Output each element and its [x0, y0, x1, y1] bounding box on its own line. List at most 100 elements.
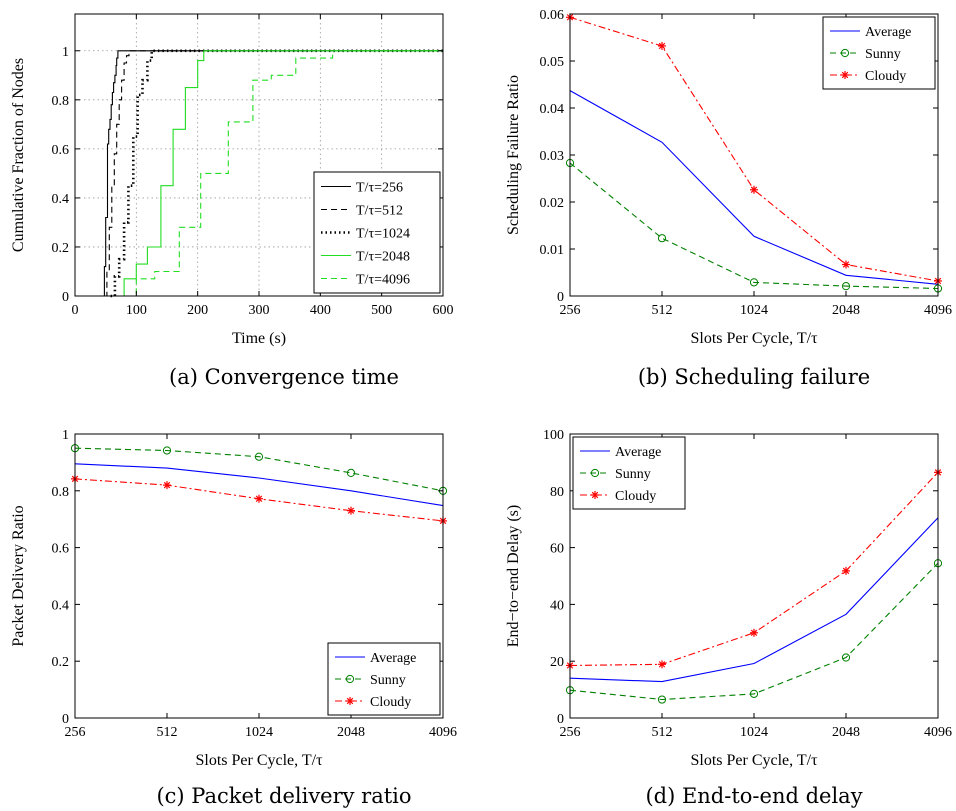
x-axis-title: Slots Per Cycle, T/τ: [195, 752, 323, 769]
series-sunny: [70, 444, 448, 495]
legend-entry: Cloudy: [830, 69, 906, 84]
legend-entry: Cloudy: [335, 695, 411, 710]
x-tick-label: 500: [371, 303, 392, 318]
y-tick-label: 0.04: [540, 102, 565, 117]
legend-entry: T/τ=256: [321, 181, 403, 196]
x-tick-label: 300: [249, 303, 270, 318]
data-point: [841, 282, 851, 291]
y-tick-label: 0: [62, 290, 69, 305]
y-tick-label: 0.01: [540, 243, 565, 258]
x-tick-label: 4096: [924, 725, 952, 740]
legend-entry: T/τ=512: [321, 204, 403, 219]
x-tick-label: 0: [72, 303, 79, 318]
data-point: [841, 653, 851, 662]
series-average: [74, 463, 444, 507]
series-cloudy: [71, 474, 447, 525]
y-tick-label: 0: [557, 712, 564, 727]
legend-box: [313, 171, 441, 294]
legend-entry: Average: [580, 445, 661, 460]
series-t-4096: [117, 50, 443, 297]
panel-convergence-time: 0 0.2 0.4 0.6 0.8 1 0 100 200 300 400 500 600 Time (…: [10, 13, 454, 389]
legend-entry: Sunny: [335, 673, 406, 688]
y-tick-label: 0.06: [540, 8, 565, 23]
x-tick-label: 256: [65, 725, 86, 740]
y-tick-label: 60: [550, 542, 564, 557]
y-tick-label: 0.8: [52, 94, 70, 109]
y-tick-label: 0: [557, 290, 564, 305]
series-line: [105, 50, 443, 297]
y-tick-label: 100: [543, 428, 564, 443]
legend-label: Average: [865, 25, 911, 40]
legend-entry: Sunny: [830, 47, 901, 62]
series-line: [569, 562, 939, 701]
legend-label: Sunny: [615, 467, 651, 482]
legend-entry: T/τ=2048: [321, 250, 410, 265]
series-t-2048: [108, 50, 443, 297]
y-axis-title: End−to−end Delay (s): [505, 505, 522, 647]
legend-label: Sunny: [370, 673, 406, 688]
panel-caption: (d) End-to-end delay: [645, 784, 862, 808]
legend-entry: Cloudy: [580, 489, 656, 504]
series-line: [110, 49, 443, 298]
data-point: [840, 48, 850, 58]
data-point: [590, 468, 600, 478]
panel-caption: (a) Convergence time: [169, 365, 399, 389]
series-average: [569, 517, 939, 683]
legend-label: Average: [370, 651, 416, 666]
x-axis-title: Time (s): [232, 330, 286, 347]
x-tick-label: 4096: [924, 303, 952, 318]
x-tick-label: 1024: [740, 725, 768, 740]
legend-label: T/τ=1024: [356, 227, 410, 242]
legend-entry: Sunny: [580, 467, 651, 482]
y-tick-label: 0.8: [52, 485, 70, 500]
data-point: [346, 468, 356, 478]
x-tick-label: 100: [126, 303, 147, 318]
data-point: [345, 674, 355, 684]
data-point: [657, 695, 667, 704]
x-tick-label: 2048: [832, 725, 860, 740]
series-sunny: [565, 158, 943, 293]
legend-label: Cloudy: [370, 695, 411, 710]
series-line: [108, 50, 443, 297]
y-tick-label: 40: [550, 598, 564, 613]
series-line: [74, 447, 444, 492]
data-point: [657, 234, 667, 243]
y-axis-title: Packet Delivery Ratio: [10, 505, 27, 646]
data-point: [749, 278, 759, 287]
legend-label: Cloudy: [615, 489, 656, 504]
x-tick-label: 2048: [337, 725, 365, 740]
legend: T/τ=256 T/τ=512 T/τ=1024 T/τ=2048 T/τ=4096: [313, 171, 441, 294]
x-tick-label: 512: [157, 725, 178, 740]
legend: Average Sunny Cloudy: [572, 436, 686, 510]
data-point: [162, 446, 172, 455]
series-average: [569, 90, 939, 285]
data-point: [658, 41, 666, 50]
x-tick-label: 1024: [245, 725, 273, 740]
series-cloudy: [566, 468, 942, 670]
panel-scheduling-failure: 0 0.01 0.02 0.03 0.04 0.05 0.06 256 512 1024 2048 4…: [505, 8, 952, 389]
y-tick-label: 0.05: [540, 55, 565, 70]
legend: Average Sunny Cloudy: [822, 16, 936, 90]
x-tick-label: 1024: [740, 303, 768, 318]
x-tick-label: 400: [310, 303, 331, 318]
data-point: [750, 185, 758, 194]
legend-label: Sunny: [865, 47, 901, 62]
y-tick-label: 20: [550, 655, 564, 670]
y-tick-label: 0.4: [52, 598, 70, 613]
series-t-512: [105, 50, 443, 297]
data-point: [750, 628, 758, 637]
series-t-1024: [110, 49, 443, 298]
series-line: [74, 463, 444, 507]
x-tick-label: 256: [560, 303, 581, 318]
legend-label: Average: [615, 445, 661, 460]
data-point: [749, 689, 759, 698]
y-tick-label: 0.6: [52, 542, 70, 557]
data-point: [842, 260, 850, 269]
y-tick-label: 1: [62, 428, 69, 443]
y-axis-title: Scheduling Failure Ratio: [505, 75, 522, 235]
series-line: [103, 50, 443, 297]
y-tick-label: 0.03: [540, 149, 565, 164]
y-tick-label: 0.2: [52, 655, 70, 670]
y-tick-label: 0.4: [52, 192, 70, 207]
x-axis-title: Slots Per Cycle, T/τ: [690, 752, 818, 769]
